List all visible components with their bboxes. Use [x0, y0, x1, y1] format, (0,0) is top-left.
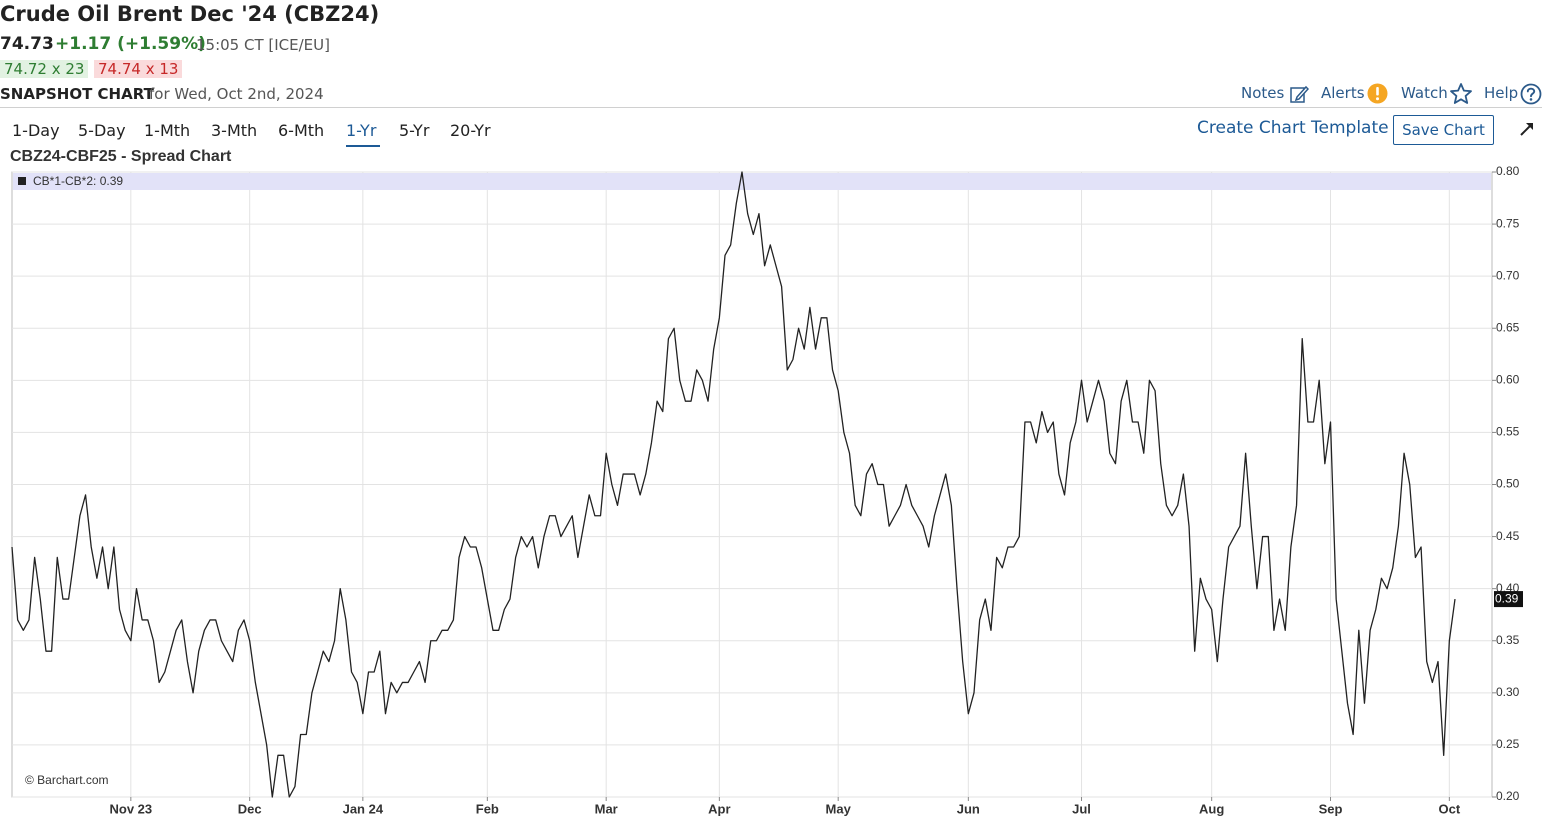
create-template-link[interactable]: Create Chart Template	[1197, 118, 1389, 138]
y-tick-label: 0.60	[1496, 373, 1520, 387]
chart-title: CBZ24-CBF25 - Spread Chart	[10, 148, 232, 165]
separator	[0, 107, 1542, 108]
x-tick-label: Sep	[1319, 801, 1343, 816]
x-tick-label: Jan 24	[343, 801, 384, 816]
y-tick-label: 0.75	[1496, 216, 1520, 230]
alerts-icon[interactable]	[1367, 83, 1388, 104]
y-tick-label: 0.70	[1496, 268, 1520, 282]
notes-icon[interactable]	[1289, 84, 1309, 104]
y-tick-label: 0.45	[1496, 529, 1520, 543]
period-tab[interactable]: 20-Yr	[450, 121, 491, 140]
credit: © Barchart.com	[25, 773, 109, 787]
help-icon[interactable]	[1520, 83, 1542, 105]
spread-line	[11, 171, 1456, 798]
period-tab-active[interactable]: 1-Yr	[346, 121, 377, 140]
notes-link[interactable]: Notes	[1241, 84, 1285, 102]
y-tick-label: 0.25	[1496, 737, 1520, 751]
legend-label: CB*1-CB*2: 0.39	[33, 174, 123, 188]
x-tick-label: Mar	[595, 801, 618, 816]
alerts-link[interactable]: Alerts	[1321, 84, 1365, 102]
y-tick-label: 0.35	[1496, 633, 1520, 647]
y-tick-label: 0.20	[1496, 789, 1520, 803]
y-tick-label: 0.65	[1496, 320, 1520, 334]
period-tab[interactable]: 5-Yr	[399, 121, 430, 140]
x-tick-label: Jul	[1072, 801, 1091, 816]
period-tab[interactable]: 1-Day	[12, 121, 60, 140]
instrument-title: Crude Oil Brent Dec '24 (CBZ24)	[0, 2, 380, 26]
bid: 74.72 x 23	[0, 60, 89, 78]
legend-band	[13, 173, 1491, 190]
period-tab[interactable]: 6-Mth	[278, 121, 325, 140]
x-tick-label: Apr	[708, 801, 730, 816]
x-tick-label: Oct	[1439, 801, 1461, 816]
x-tick-label: May	[826, 801, 852, 816]
y-tick-label: 0.30	[1496, 685, 1520, 699]
save-chart-button[interactable]: Save Chart	[1393, 115, 1494, 145]
y-tick-label: 0.50	[1496, 477, 1520, 491]
active-underline	[346, 145, 380, 147]
price-change: +1.17 (+1.59%)	[55, 34, 206, 54]
period-tab[interactable]: 5-Day	[78, 121, 126, 140]
y-tick-label: 0.55	[1496, 425, 1520, 439]
last-value-label: 0.39	[1495, 591, 1519, 605]
quote-time: 15:05 CT [ICE/EU]	[196, 36, 330, 54]
watch-link[interactable]: Watch	[1401, 84, 1448, 102]
snapshot-date: for Wed, Oct 2nd, 2024	[149, 85, 324, 103]
help-link[interactable]: Help	[1484, 84, 1519, 102]
x-tick-label: Dec	[238, 801, 262, 816]
legend-swatch	[18, 177, 26, 185]
x-tick-label: Nov 23	[110, 801, 153, 816]
last-value-box	[1494, 591, 1523, 608]
x-tick-label: Feb	[476, 801, 499, 816]
period-tab[interactable]: 3-Mth	[211, 121, 258, 140]
y-tick-label: 0.80	[1496, 164, 1520, 178]
expand-icon[interactable]	[1518, 120, 1536, 138]
snapshot-label: SNAPSHOT CHART	[0, 85, 154, 103]
watch-icon[interactable]	[1449, 82, 1473, 105]
last-price: 74.73	[0, 34, 54, 54]
period-tab[interactable]: 1-Mth	[144, 121, 191, 140]
ask: 74.74 x 13	[94, 60, 183, 78]
x-tick-label: Aug	[1199, 801, 1224, 816]
x-tick-label: Jun	[957, 801, 980, 816]
